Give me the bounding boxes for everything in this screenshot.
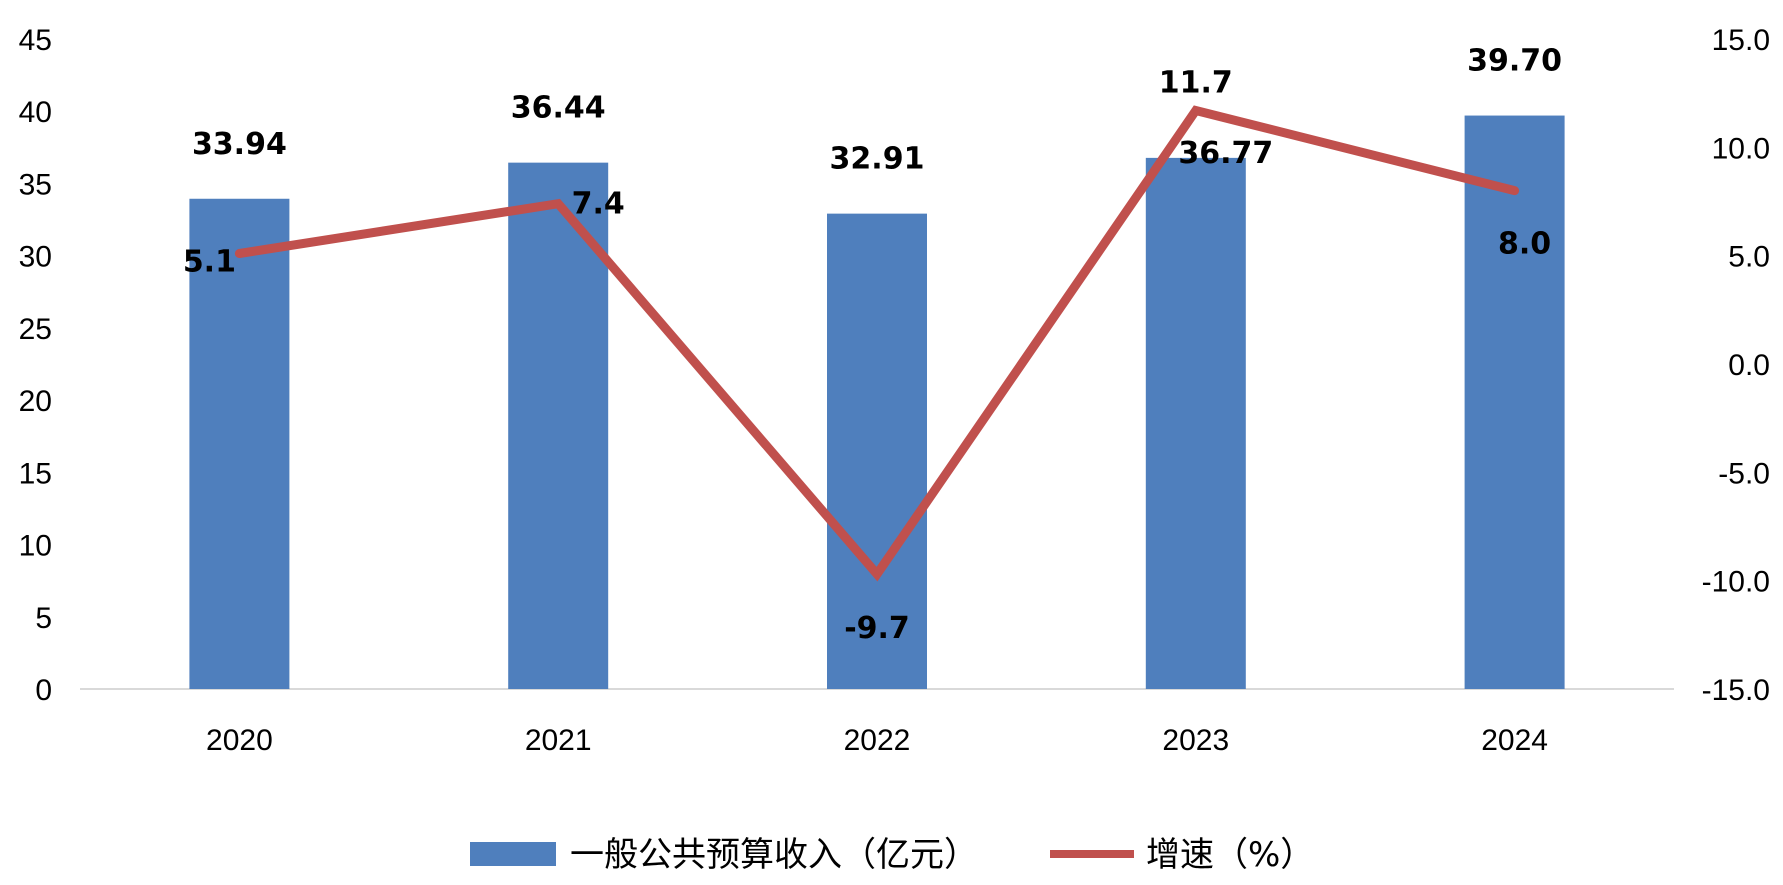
y-left-tick-label: 10	[19, 530, 52, 563]
bar-series	[189, 115, 1565, 690]
growth-point-2021	[556, 201, 561, 206]
y-left-tick-label: 25	[19, 313, 52, 346]
x-tick-label: 2023	[1162, 724, 1229, 757]
y-right-tick-label: 10.0	[1712, 132, 1770, 165]
bar-2024	[1464, 115, 1565, 690]
line-series	[234, 105, 1520, 582]
bar-value-label: 32.91	[830, 142, 925, 177]
bar-value-label: 36.44	[511, 91, 606, 126]
growth-value-label: 8.0	[1498, 227, 1551, 262]
y-left-tick-label: 40	[19, 96, 52, 129]
growth-point-2024	[1512, 188, 1517, 193]
y-right-tick-label: -5.0	[1718, 457, 1770, 490]
x-tick-label: 2022	[844, 724, 911, 757]
y-left-tick-label: 20	[19, 385, 52, 418]
y-left-tick-label: 0	[35, 674, 52, 707]
x-tick-label: 2021	[525, 724, 592, 757]
axes: 0 5 10 15 20 25 30 35 40 45 -15.0 -10.0 -5.0 0.0 5.0 10…	[19, 24, 1770, 757]
bar-2022	[827, 213, 927, 689]
growth-value-label: 5.1	[183, 245, 236, 280]
y-left-tick-label: 5	[35, 602, 52, 635]
bar-value-label: 39.70	[1467, 44, 1562, 79]
y-right-tick-label: -10.0	[1702, 566, 1770, 599]
legend-line-label: 增速（%）	[1146, 835, 1314, 875]
y-right-tick-label: -15.0	[1702, 674, 1770, 707]
x-tick-label: 2020	[206, 724, 273, 757]
x-tick-label: 2024	[1481, 724, 1548, 757]
y-right-tick-label: 15.0	[1712, 24, 1770, 57]
growth-point-2023	[1193, 108, 1198, 113]
y-left-tick-label: 15	[19, 457, 52, 490]
bar-value-label: 36.77	[1178, 136, 1273, 171]
growth-value-label: -9.7	[844, 611, 910, 646]
y-right-tick-label: 0.0	[1728, 349, 1770, 382]
bar-2021	[508, 162, 609, 690]
data-labels: 33.94 36.44 32.91 36.77 39.70 5.1 7.4 -9.7 11.7 8…	[183, 44, 1562, 647]
bar-value-label: 33.94	[192, 127, 287, 162]
legend: 一般公共预算收入（亿元） 增速（%）	[470, 835, 1314, 875]
legend-bar-label: 一般公共预算收入（亿元）	[570, 835, 978, 875]
bar-2023	[1145, 157, 1246, 689]
legend-bar-swatch	[470, 842, 556, 866]
growth-point-2022	[875, 572, 879, 577]
y-right-tick-label: 5.0	[1728, 241, 1770, 274]
growth-value-label: 7.4	[572, 187, 625, 222]
y-left-tick-label: 30	[19, 241, 52, 274]
bar-2020	[189, 198, 290, 689]
y-left-tick-label: 45	[19, 24, 52, 57]
y-left-tick-label: 35	[19, 168, 52, 201]
growth-value-label: 11.7	[1159, 66, 1233, 101]
growth-point-2020	[237, 251, 242, 256]
